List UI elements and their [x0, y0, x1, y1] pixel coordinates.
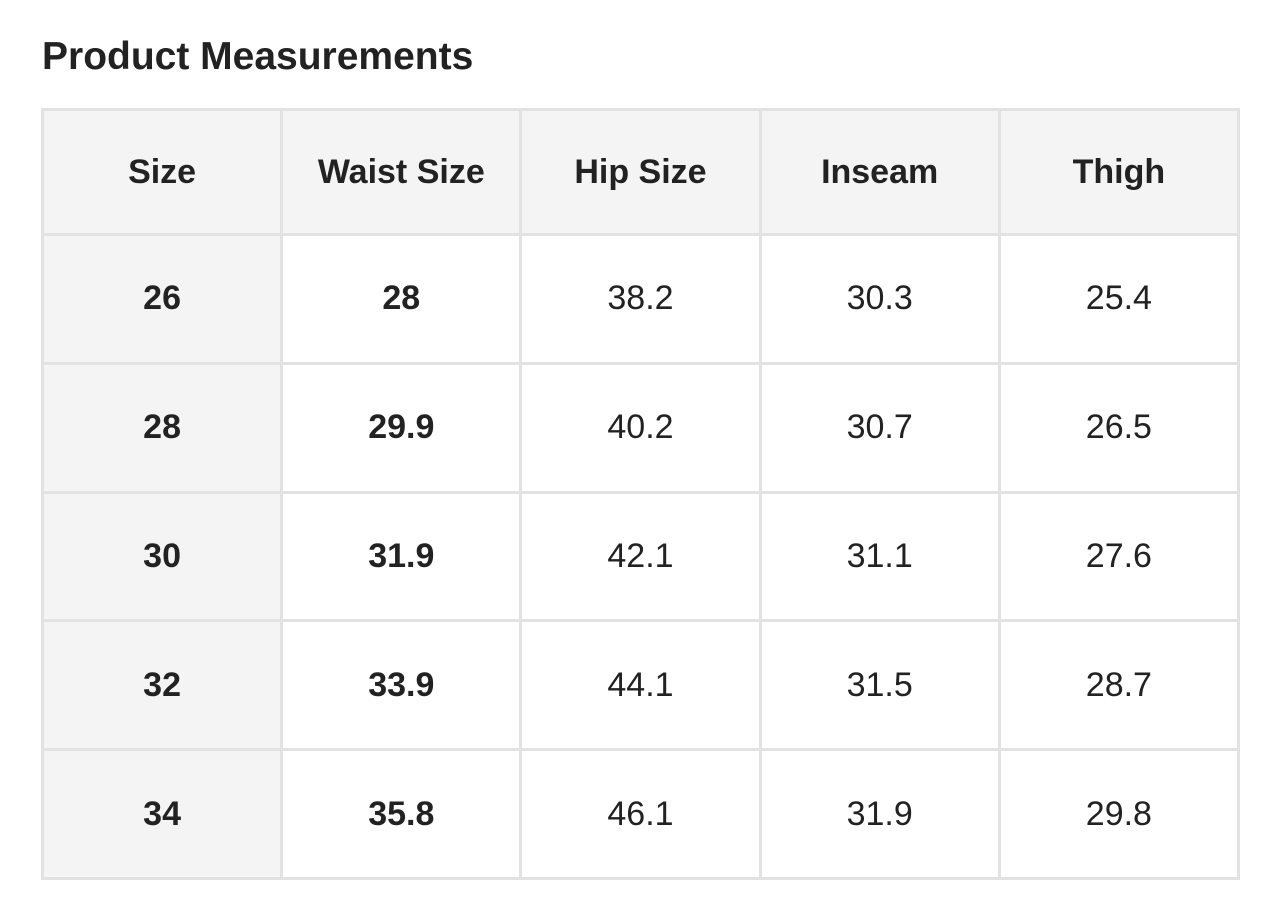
table-row: 32 33.9 44.1 31.5 28.7: [40, 619, 1241, 752]
table-row: 26 28 38.2 30.3 25.4: [40, 233, 1241, 365]
measurement-cell: 29.8: [997, 748, 1241, 880]
measurement-cell: 46.1: [519, 748, 762, 880]
measurement-cell: 31.9: [280, 490, 523, 623]
table-head: Size Waist Size Hip Size Inseam Thigh: [40, 108, 1241, 236]
table-row: 30 31.9 42.1 31.1 27.6: [40, 490, 1241, 623]
column-header: Size: [40, 108, 284, 236]
measurement-cell: 28.7: [997, 619, 1241, 752]
table-body: 26 28 38.2 30.3 25.4 28 29.9 40.2 30.7 26.5 30 31.9…: [40, 233, 1241, 880]
table-row: 28 29.9 40.2 30.7 26.5: [40, 361, 1241, 494]
size-cell: 28: [40, 361, 284, 494]
title: Product Measurements: [42, 35, 474, 78]
column-header: Inseam: [758, 108, 1001, 236]
size-cell: 34: [40, 748, 284, 880]
measurement-cell: 26.5: [997, 361, 1241, 494]
measurement-cell: 42.1: [519, 490, 762, 623]
measurement-cell: 25.4: [997, 233, 1241, 365]
measurement-cell: 27.6: [997, 490, 1241, 623]
size-cell: 30: [40, 490, 284, 623]
column-header: Thigh: [997, 108, 1241, 236]
column-header: Waist Size: [280, 108, 523, 236]
measurement-cell: 40.2: [519, 361, 762, 494]
size-cell: 26: [40, 233, 284, 365]
measurement-cell: 28: [280, 233, 523, 365]
measurements-table: Size Waist Size Hip Size Inseam Thigh 26 28 38…: [40, 108, 1241, 880]
measurement-cell: 44.1: [519, 619, 762, 752]
measurement-cell: 31.1: [758, 490, 1001, 623]
table-row: 34 35.8 46.1 31.9 29.8: [40, 748, 1241, 880]
column-header: Hip Size: [519, 108, 762, 236]
measurement-cell: 31.5: [758, 619, 1001, 752]
measurement-cell: 30.3: [758, 233, 1001, 365]
measurement-cell: 33.9: [280, 619, 523, 752]
header-row: Size Waist Size Hip Size Inseam Thigh: [40, 108, 1241, 236]
measurement-cell: 29.9: [280, 361, 523, 494]
size-cell: 32: [40, 619, 284, 752]
measurement-cell: 38.2: [519, 233, 762, 365]
measurement-cell: 35.8: [280, 748, 523, 880]
measurement-cell: 30.7: [758, 361, 1001, 494]
measurement-cell: 31.9: [758, 748, 1001, 880]
